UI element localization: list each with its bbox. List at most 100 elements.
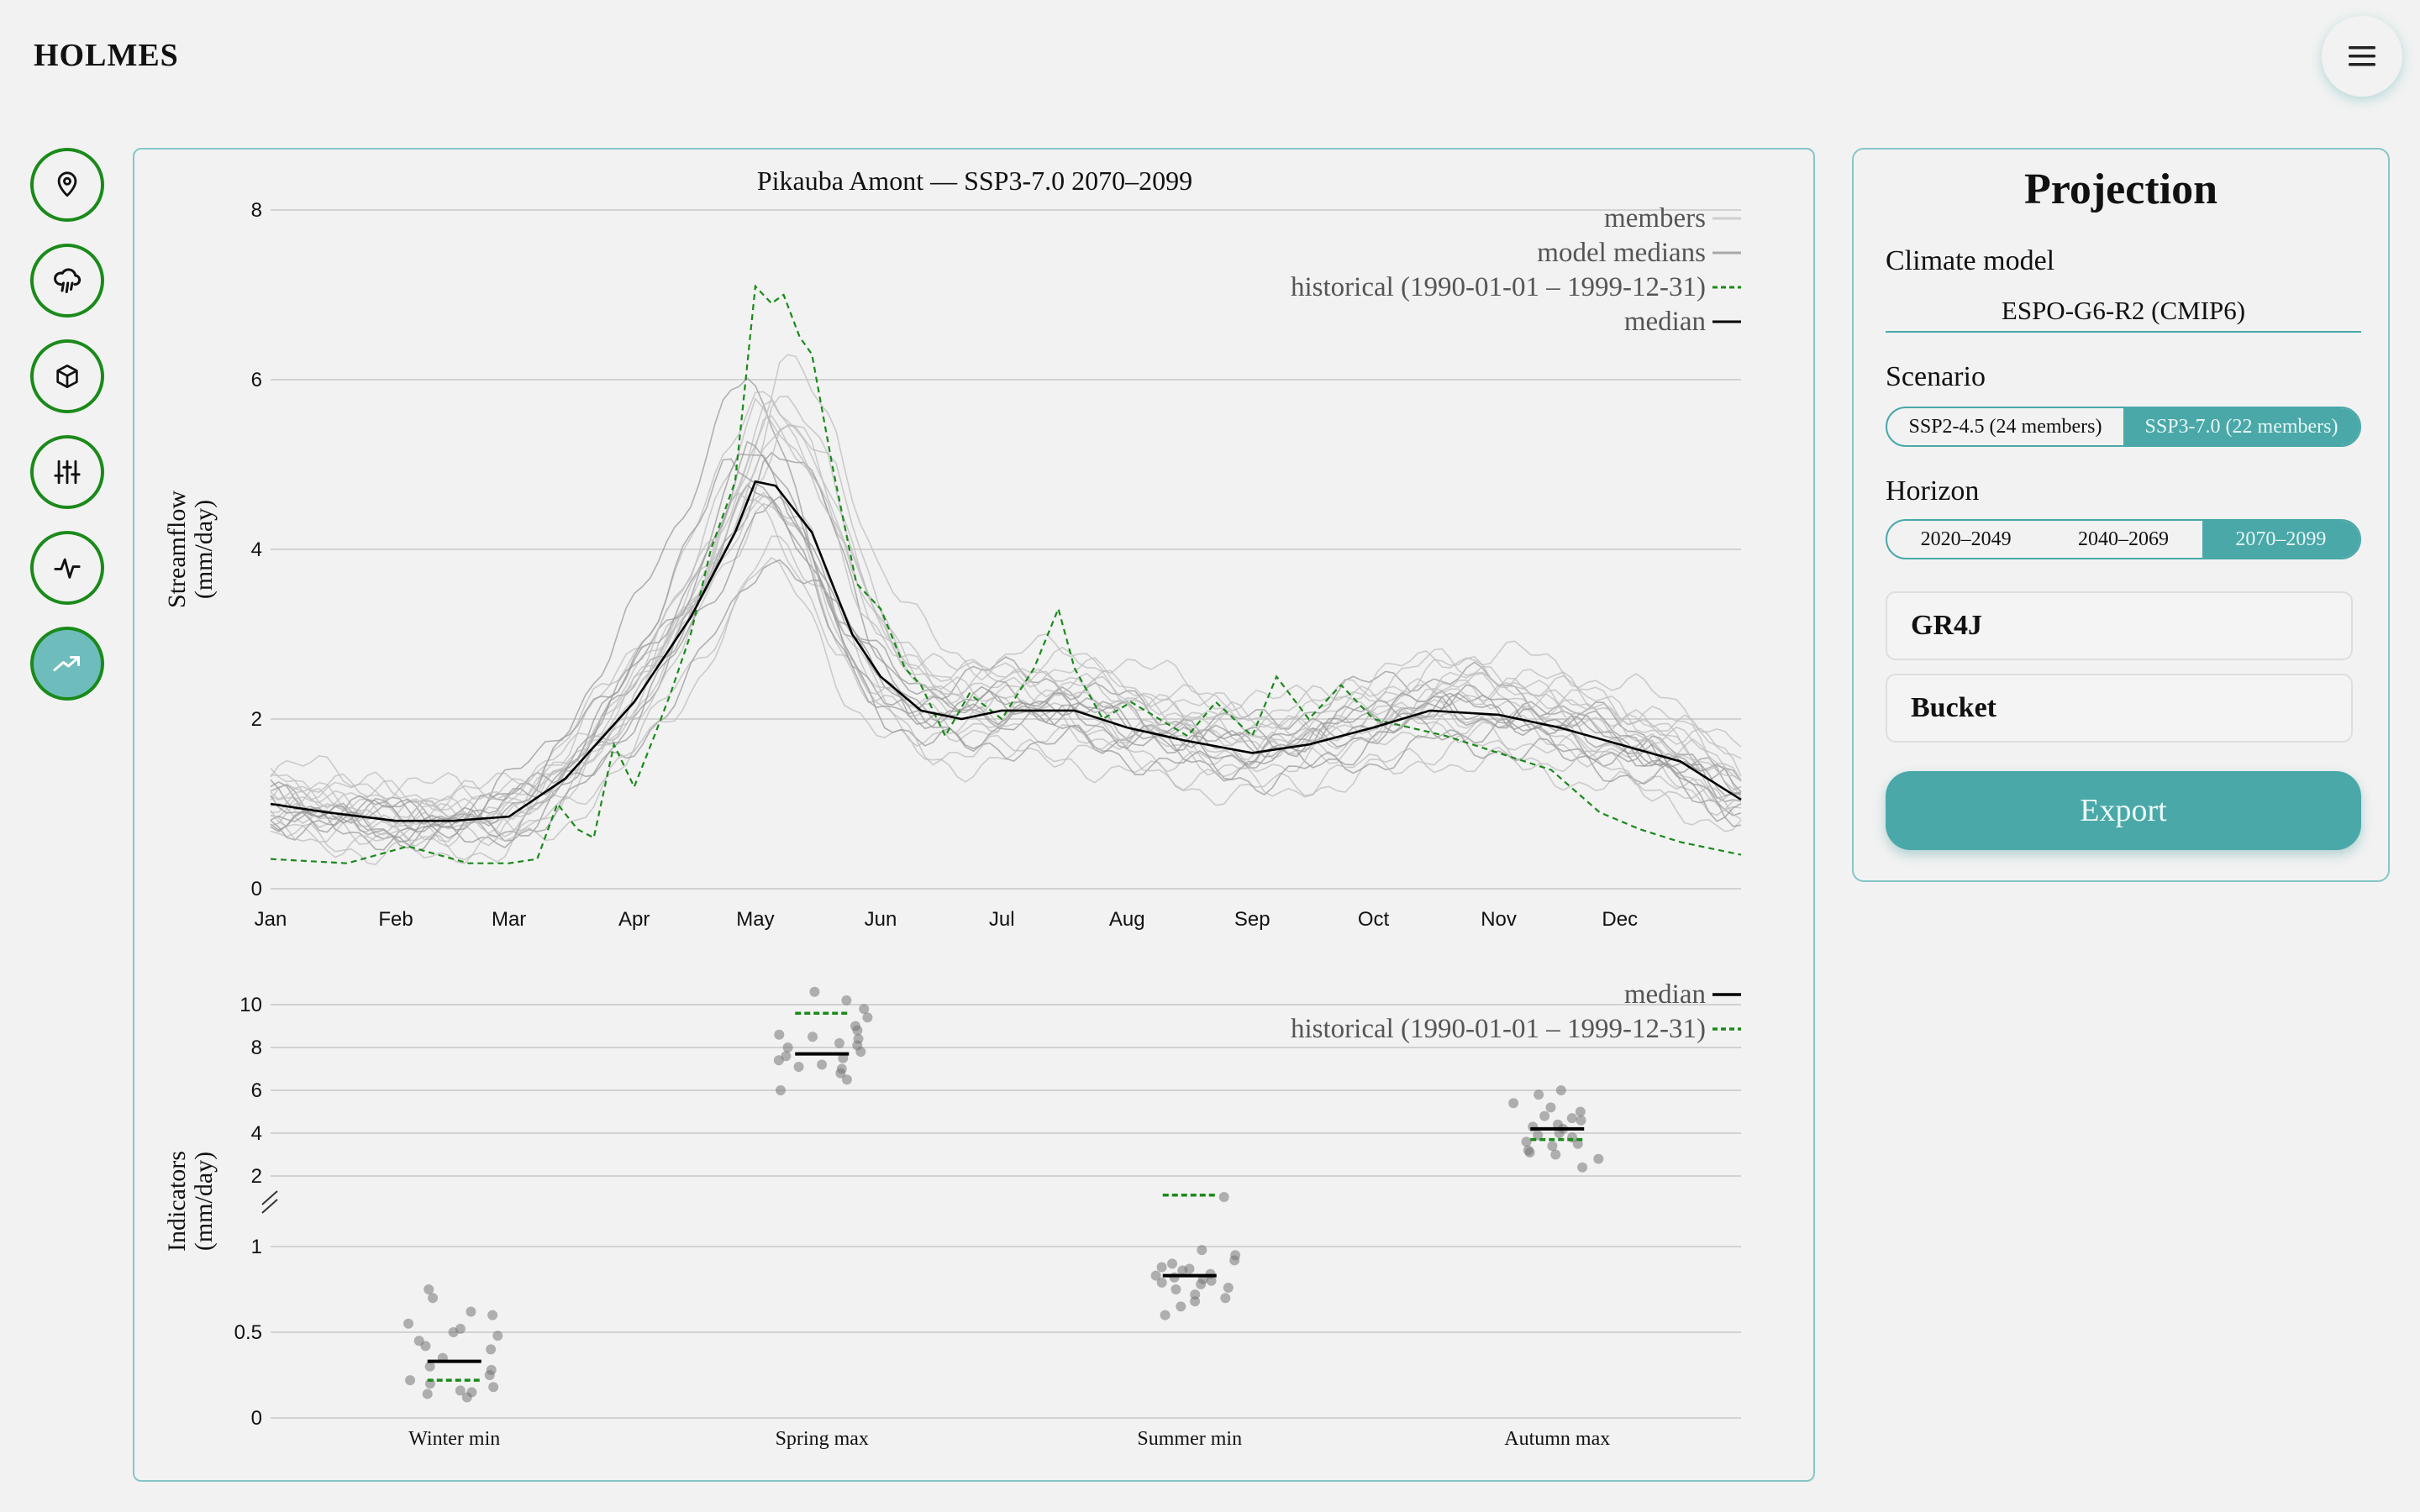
- member-point: [836, 1063, 847, 1074]
- member-point: [1169, 1272, 1180, 1283]
- member-line: [270, 492, 1742, 848]
- member-point: [486, 1364, 497, 1375]
- member-point: [487, 1310, 498, 1320]
- x-tick-label: Jul: [989, 908, 1015, 931]
- member-point: [1550, 1149, 1561, 1160]
- category-label: Autumn max: [1504, 1428, 1610, 1450]
- x-tick-label: Nov: [1481, 908, 1517, 931]
- member-point: [862, 1012, 873, 1023]
- member-point: [1533, 1130, 1544, 1141]
- sidebar-item-weather[interactable]: [30, 244, 104, 318]
- legend-label: historical (1990-01-01 – 1999-12-31): [1291, 272, 1706, 302]
- horizon-option-2070[interactable]: 2070–2099: [2202, 521, 2360, 558]
- member-point: [1184, 1263, 1195, 1274]
- member-point: [1171, 1284, 1181, 1294]
- sidebar-item-location[interactable]: [30, 148, 104, 222]
- member-point: [1576, 1115, 1586, 1126]
- y-tick-label: 6: [251, 1079, 262, 1102]
- member-line: [270, 414, 1742, 819]
- member-point: [405, 1375, 416, 1386]
- y-tick-label: 6: [251, 369, 262, 391]
- snow-model-select[interactable]: Bucket: [1886, 674, 2353, 743]
- sidebar-item-model[interactable]: [30, 339, 104, 413]
- member-point: [817, 1059, 828, 1070]
- projection-panel: Projection Climate model ESPO-G6-R2 (CMI…: [1852, 148, 2390, 882]
- member-line: [270, 397, 1742, 812]
- sidebar-item-calibration[interactable]: [30, 435, 104, 509]
- member-line: [270, 391, 1742, 818]
- horizon-toggle: 2020–2049 2040–2069 2070–2099: [1886, 519, 2361, 559]
- x-tick-label: Feb: [378, 908, 413, 931]
- member-point: [1176, 1301, 1186, 1312]
- member-point: [776, 1085, 786, 1095]
- member-point: [466, 1306, 476, 1317]
- member-point: [403, 1318, 414, 1329]
- chart-canvas: 0 2 4 6 8 Jan Feb Mar Apr May Jun Jul Aug Sep Oct Nov De…: [163, 165, 1742, 1450]
- y-tick-label: 0: [251, 1407, 262, 1430]
- horizon-option-2020[interactable]: 2020–2049: [1920, 528, 2012, 550]
- y-axis-label-line1: Indicators: [163, 1151, 191, 1252]
- member-point: [1190, 1296, 1201, 1307]
- sidebar-item-projection[interactable]: [30, 627, 104, 701]
- panel-title: Projection: [2023, 165, 2218, 213]
- sidebar-item-simulation[interactable]: [30, 531, 104, 605]
- hydro-model-select[interactable]: GR4J: [1886, 591, 2353, 660]
- scenario-option-ssp370[interactable]: SSP3-7.0 (22 members): [2123, 408, 2360, 445]
- member-point: [424, 1284, 434, 1294]
- x-tick-label: Apr: [618, 908, 650, 931]
- horizon-label: Horizon: [1886, 475, 1980, 507]
- x-tick-label: Jan: [255, 908, 287, 931]
- rain-cloud-icon: [54, 268, 82, 293]
- cube-icon: [56, 365, 78, 388]
- member-line: [270, 502, 1742, 832]
- member-point: [1160, 1310, 1171, 1320]
- climate-model-select[interactable]: ESPO-G6-R2 (CMIP6): [1886, 292, 2361, 333]
- member-point: [1223, 1282, 1234, 1293]
- member-point: [850, 1021, 861, 1032]
- member-point: [809, 986, 820, 997]
- member-point: [1150, 1270, 1161, 1281]
- member-line: [270, 495, 1742, 835]
- member-line: [270, 458, 1742, 843]
- hamburger-icon: [2349, 46, 2375, 66]
- scenario-label: Scenario: [1886, 361, 1986, 392]
- horizon-option-2040[interactable]: 2040–2069: [2077, 528, 2169, 550]
- historical-line: [270, 284, 1742, 864]
- member-point: [461, 1392, 472, 1403]
- member-point: [1167, 1258, 1178, 1269]
- member-point: [1508, 1098, 1519, 1109]
- x-tick-label: Mar: [492, 908, 526, 931]
- member-line: [270, 424, 1742, 841]
- y-tick-label: 4: [251, 538, 262, 561]
- y-tick-label: 0.5: [234, 1321, 262, 1344]
- sidebar: [30, 148, 104, 722]
- member-point: [793, 1061, 804, 1072]
- member-point: [781, 1051, 792, 1062]
- climate-model-label: Climate model: [1886, 245, 2055, 276]
- median-line: [270, 480, 1742, 822]
- member-point: [1593, 1153, 1604, 1164]
- member-point: [1220, 1293, 1231, 1304]
- member-point: [1156, 1262, 1167, 1273]
- menu-button[interactable]: [2322, 16, 2402, 97]
- member-point: [1539, 1110, 1550, 1121]
- y-tick-label: 2: [251, 708, 262, 731]
- member-point: [1547, 1141, 1558, 1152]
- x-tick-label: Oct: [1358, 908, 1390, 931]
- y-tick-label: 10: [239, 994, 262, 1016]
- member-point: [1218, 1191, 1229, 1202]
- y-axis-label-line2: (mm/day): [190, 500, 218, 599]
- y-tick-label: 2: [251, 1165, 262, 1188]
- chart-panel: 0 2 4 6 8 Jan Feb Mar Apr May Jun Jul Aug Sep Oct Nov De…: [133, 148, 1815, 1482]
- scenario-option-ssp245[interactable]: SSP2-4.5 (24 members): [1908, 416, 2102, 438]
- trend-up-icon: [53, 656, 80, 671]
- member-line: [270, 424, 1742, 824]
- axis-break-mark: [261, 1190, 278, 1205]
- member-point: [424, 1361, 435, 1372]
- export-button[interactable]: Export: [1886, 771, 2361, 850]
- map-pin-icon: [57, 171, 77, 197]
- legend-label: members: [1604, 203, 1706, 234]
- x-tick-label: Dec: [1602, 908, 1638, 931]
- member-point: [1552, 1119, 1563, 1130]
- legend-label: median: [1624, 979, 1706, 1010]
